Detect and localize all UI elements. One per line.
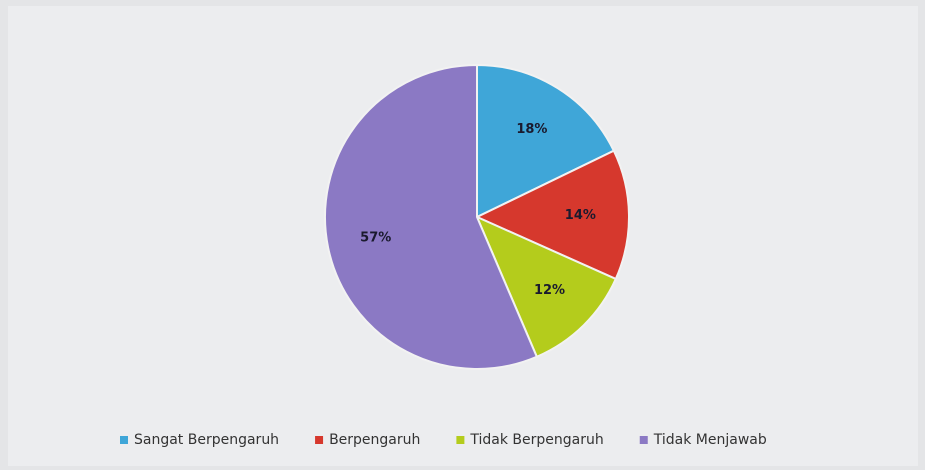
value-label: 57% — [360, 230, 391, 245]
legend-label: Berpengaruh — [329, 432, 420, 448]
pie-slice — [475, 215, 618, 359]
legend-swatch — [456, 436, 465, 444]
legend-swatch — [639, 436, 648, 444]
pie-slice — [474, 149, 630, 281]
value-label: 14% — [565, 208, 596, 223]
legend-label: Tidak Berpengaruh — [469, 432, 603, 448]
legend-swatch — [120, 436, 128, 444]
legend-label: Sangat Berpengaruh — [134, 432, 279, 448]
legend-swatch — [315, 436, 324, 444]
pie-slice — [324, 63, 539, 370]
value-label: 12% — [534, 283, 565, 298]
value-label: 18% — [516, 122, 547, 137]
legend-label: Tidak Menjawab — [653, 432, 767, 448]
pie-slice — [476, 63, 616, 219]
